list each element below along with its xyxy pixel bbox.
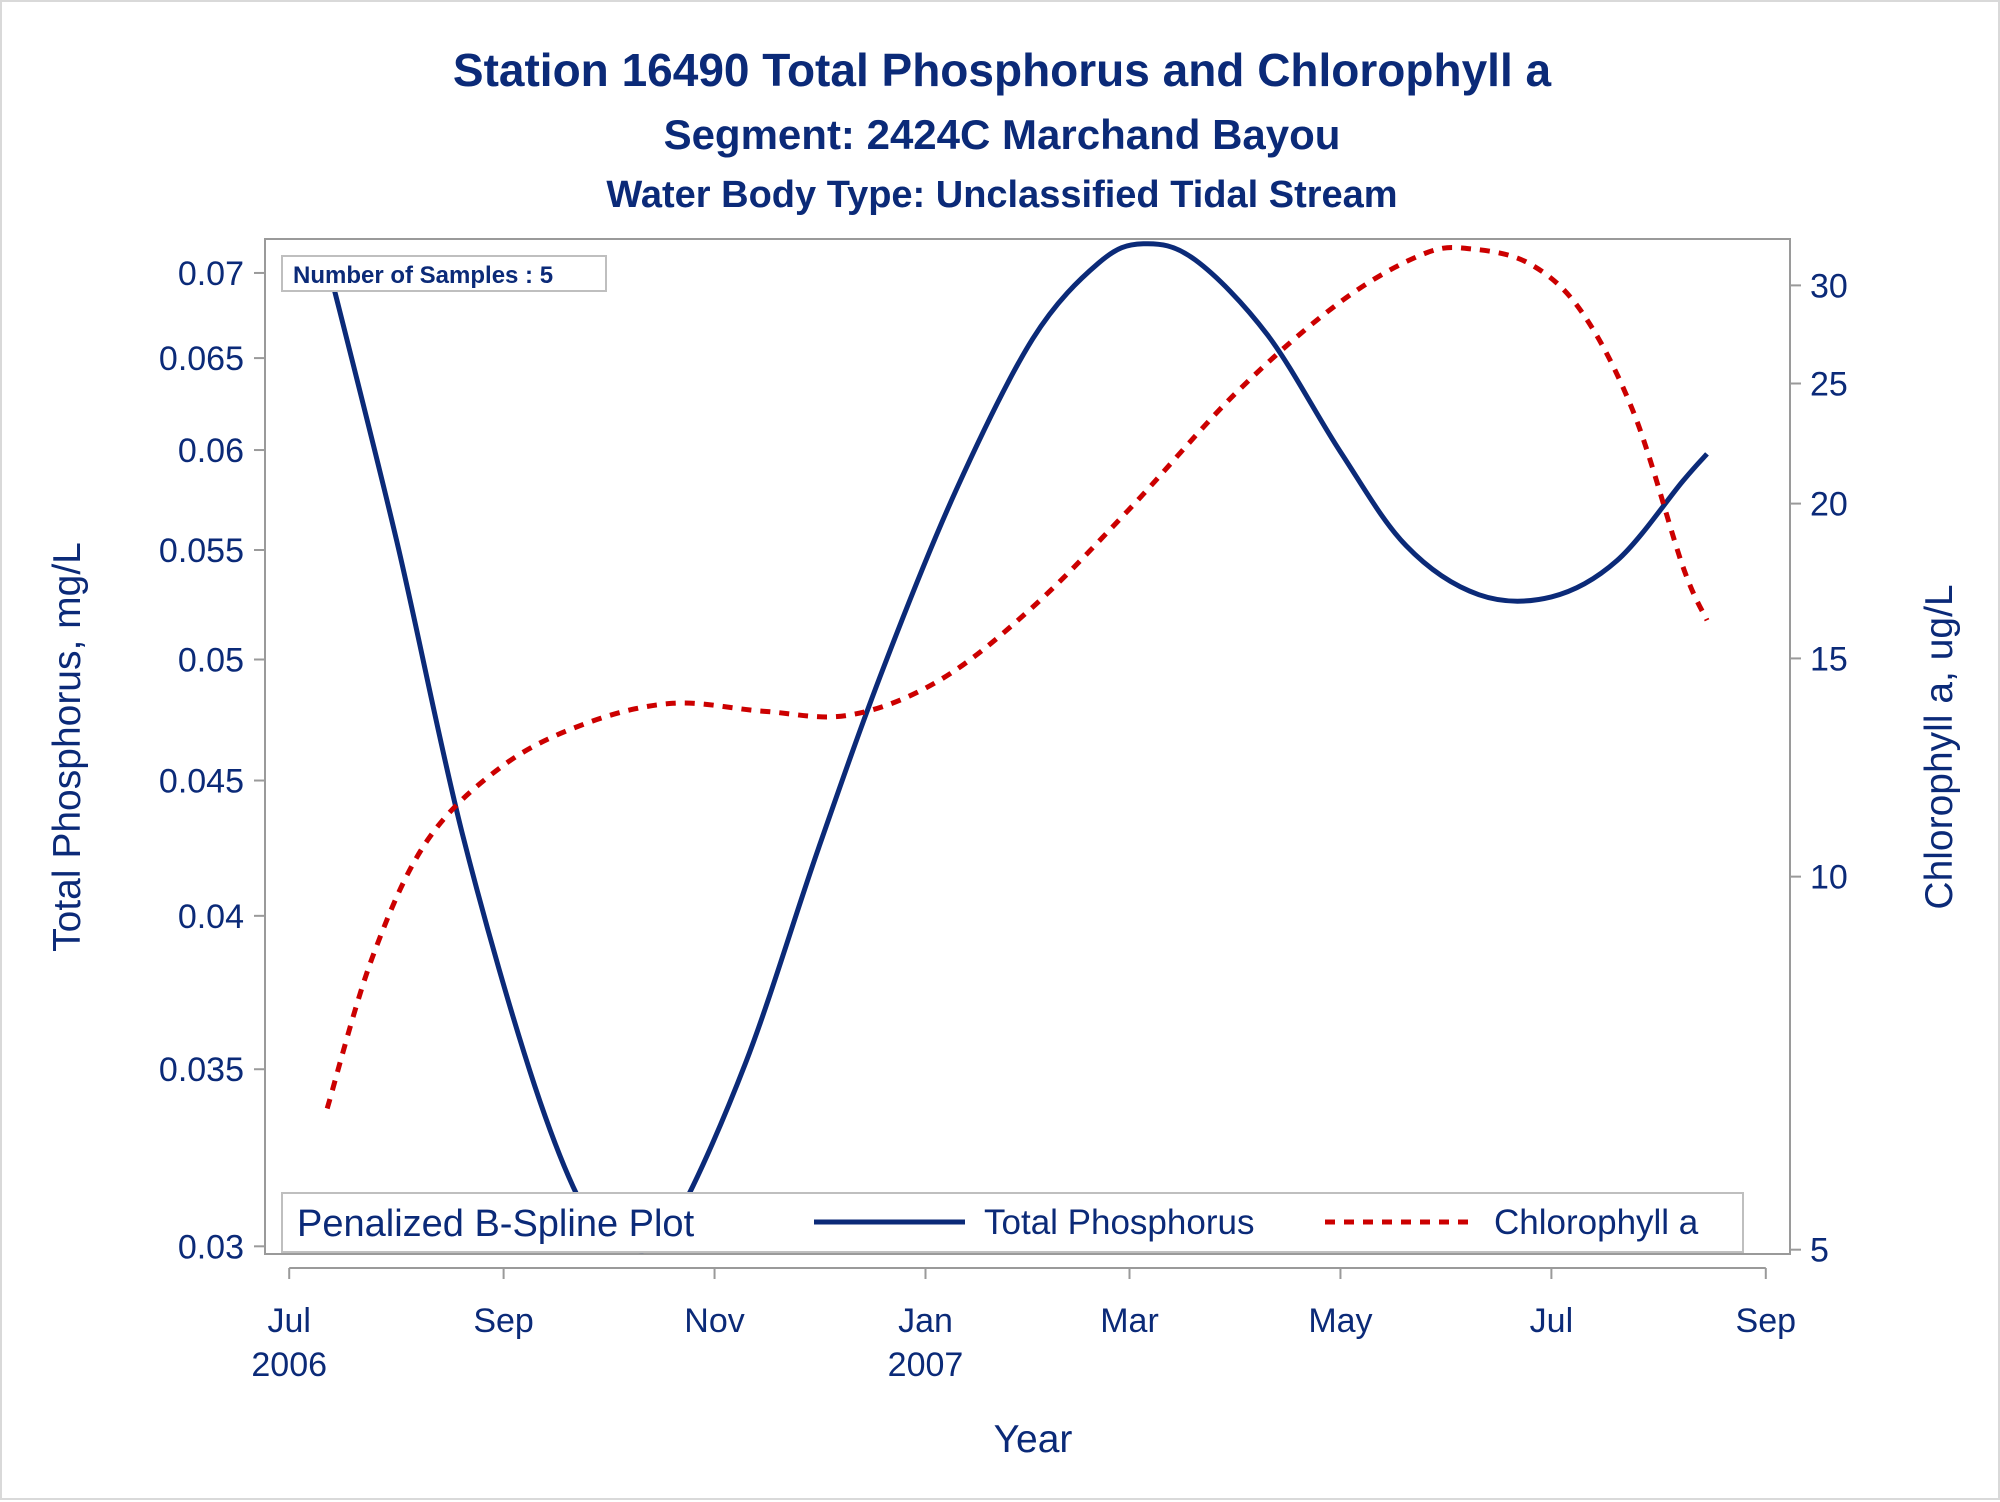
right-tick-label: 20 [1810, 486, 1848, 524]
right-axis-label: Chlorophyll a, ug/L [1918, 584, 1961, 909]
chart-subtitle: Segment: 2424C Marchand Bayou [664, 111, 1341, 158]
legend-title: Penalized B-Spline Plot [297, 1203, 695, 1245]
right-tick-label: 15 [1810, 640, 1848, 678]
chart-title: Station 16490 Total Phosphorus and Chlor… [453, 44, 1552, 96]
x-tick-label: Nov [684, 1302, 744, 1340]
legend-label-chlorophyll: Chlorophyll a [1494, 1203, 1699, 1242]
series-line-chlorophyll [324, 245, 1710, 1110]
series-layer [324, 241, 1710, 1254]
samples-inset-label: Number of Samples : 5 [293, 262, 553, 289]
left-tick-label: 0.055 [159, 532, 244, 570]
left-axis-label: Total Phosphorus, mg/L [46, 542, 89, 952]
plot-area [264, 238, 1791, 1255]
samples-inset-box [281, 255, 607, 292]
x-tick-label: Jul [267, 1302, 310, 1340]
legend-box [281, 1192, 1744, 1253]
right-tick-label: 10 [1810, 859, 1848, 897]
left-tick-label: 0.05 [178, 641, 244, 679]
x-tick-label: Jul [1530, 1302, 1573, 1340]
left-tick-label: 0.035 [159, 1051, 244, 1089]
x-tick-label: Mar [1100, 1302, 1159, 1340]
x-tick-label: Sep [473, 1302, 534, 1340]
x-tick-label: Jan [898, 1302, 953, 1340]
left-tick-label: 0.065 [159, 340, 244, 378]
x-axis: Jul 2006 Sep Nov Jan 2007 Mar May Jul Sep [251, 1267, 1797, 1384]
left-tick-label: 0.03 [178, 1228, 244, 1266]
right-tick-label: 30 [1810, 267, 1848, 305]
x-tick-year-label: 2007 [888, 1346, 964, 1384]
x-tick-year-label: 2006 [251, 1346, 327, 1384]
x-axis-label: Year [994, 1418, 1073, 1461]
x-tick-label: Sep [1736, 1302, 1797, 1340]
series-line-phosphorus [324, 241, 1709, 1254]
right-tick-label: 25 [1810, 366, 1848, 404]
left-tick-label: 0.045 [159, 763, 244, 801]
left-tick-label: 0.06 [178, 432, 244, 470]
x-tick-label: May [1308, 1302, 1372, 1340]
chart-subtitle-2: Water Body Type: Unclassified Tidal Stre… [606, 174, 1397, 216]
left-axis: 0.07 0.065 0.06 0.055 0.05 0.045 0.04 0.035 0.03 [159, 255, 265, 1266]
left-tick-label: 0.07 [178, 255, 244, 293]
legend-label-phosphorus: Total Phosphorus [984, 1203, 1254, 1242]
left-tick-label: 0.04 [178, 898, 244, 936]
right-tick-label: 5 [1810, 1232, 1829, 1270]
right-axis: 30 25 20 15 10 5 [1790, 267, 1848, 1270]
